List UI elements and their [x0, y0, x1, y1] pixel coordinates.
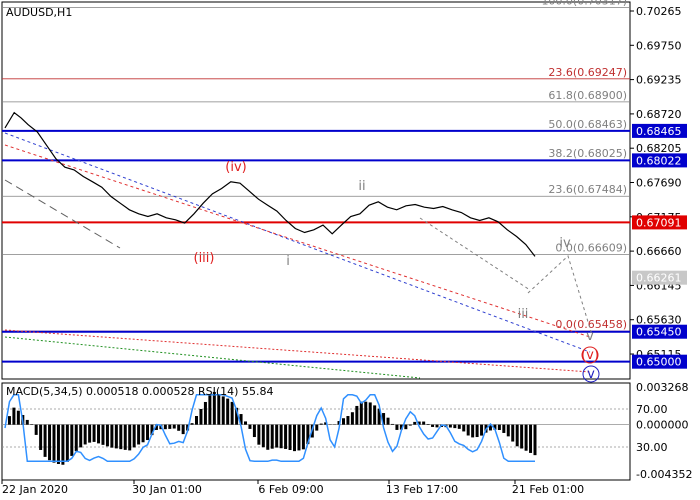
fib-level-label: 50.0(0.68463): [548, 118, 627, 131]
y-tick-label: 0.68205: [636, 142, 682, 155]
key-level-badge: [632, 153, 687, 168]
key-level-badge: [632, 215, 687, 230]
wave-label-text: (iii): [194, 251, 215, 266]
key-level-badge-label: 0.68465: [636, 125, 682, 138]
wave-label-5: iii: [518, 307, 529, 322]
wave-label-text: iv: [559, 236, 571, 251]
time-axis: 22 Jan 2020 30 Jan 01:00 6 Feb 09:00 13 Feb…: [1, 480, 584, 496]
channel-line-red-low: [4, 329, 591, 373]
wave-label-7: (v): [581, 346, 599, 364]
channel-line-blue: [4, 132, 591, 353]
wave-label-text: i: [286, 254, 290, 269]
fib-level-label: 0.0(0.65458): [555, 318, 627, 331]
wave-label-6: v: [586, 329, 594, 344]
wave-label-text: ii: [358, 179, 365, 194]
fib-level-label: 23.6(0.69247): [548, 66, 627, 79]
x-tick-label: 6 Feb 09:00: [258, 483, 323, 496]
y-tick-label: 0.68720: [636, 108, 682, 121]
wave-projection-path: [527, 255, 593, 336]
wave-label-text: (v): [581, 348, 599, 363]
wave-label-text: v: [587, 367, 595, 382]
y-tick-label: 0.70265: [636, 5, 682, 18]
main-pane-frame: [1, 1, 631, 380]
key-level-badge-label: 0.67091: [636, 216, 682, 229]
trend-line-gray: [4, 179, 121, 249]
fib-level-label: 61.8(0.68900): [548, 89, 627, 102]
channel-line-red: [4, 144, 591, 338]
price-line: [4, 111, 536, 257]
chart-title: AUDUSD,H1: [6, 6, 72, 19]
y-tick-label: 0.69750: [636, 39, 682, 52]
current-price-label: 0.66261: [636, 272, 682, 285]
wave-label-2: ii: [358, 179, 365, 194]
indicator-axis-label: 0.000000: [636, 419, 689, 432]
key-level-badge-label: 0.65450: [636, 326, 682, 339]
wave-label-circle: [582, 365, 600, 383]
y-tick-label: 0.67690: [636, 177, 682, 190]
wave-label-4: iv: [559, 236, 571, 251]
indicator-axis-label: 0.003268: [636, 381, 689, 394]
wave-label-circle: [581, 346, 599, 364]
current-price-badge: [632, 270, 687, 285]
indicator-title: MACD(5,34,5) 0.000518 0.000528 RSI(14) 5…: [6, 385, 273, 398]
key-level-badge: [632, 123, 687, 138]
wave-label-text: (iv): [225, 160, 246, 175]
rsi-line: [4, 394, 535, 463]
channel-line-green: [4, 336, 421, 379]
wave-projection-line: [419, 217, 531, 291]
indicator-axis-label: 70.00: [636, 403, 668, 416]
fib-level-label: 23.6(0.67484): [548, 183, 627, 196]
x-tick-label: 21 Feb 01:00: [512, 483, 584, 496]
fib-level-label: 38.2(0.68025): [548, 147, 627, 160]
y-tick-label: 0.69235: [636, 74, 682, 87]
y-tick-label: 0.65630: [636, 314, 682, 327]
key-level-badge: [632, 324, 687, 339]
x-tick-label: 13 Feb 17:00: [386, 483, 458, 496]
x-tick-label: 22 Jan 2020: [2, 483, 68, 496]
wave-label-0: (iv): [225, 160, 246, 175]
indicator-pane: 0.003268 70.00 0.000000 30.00 -0.004352 MACD(…: [1, 381, 692, 481]
wave-label-text: v: [586, 329, 594, 344]
wave-label-3: i: [286, 254, 290, 269]
key-level-badge-label: 0.68022: [636, 154, 682, 167]
wave-label-8: v: [582, 365, 600, 383]
wave-label-1: (iii): [194, 251, 215, 266]
wave-label-text: iii: [518, 307, 529, 322]
main-price-pane: 0.70265 0.69750 0.69235 0.68720 0.68205 0.676…: [1, 0, 687, 383]
fib-level-label: 100.0(0.70317): [541, 0, 627, 8]
indicator-axis-label: 30.00: [636, 441, 668, 454]
key-level-badge: [632, 354, 687, 369]
indicator-axis-label: -0.004352: [636, 468, 692, 481]
fib-level-label: 0.0(0.66609): [555, 242, 627, 255]
key-level-badge-label: 0.65000: [636, 356, 682, 369]
y-tick-label: 0.66660: [636, 245, 682, 258]
x-tick-label: 30 Jan 01:00: [132, 483, 202, 496]
